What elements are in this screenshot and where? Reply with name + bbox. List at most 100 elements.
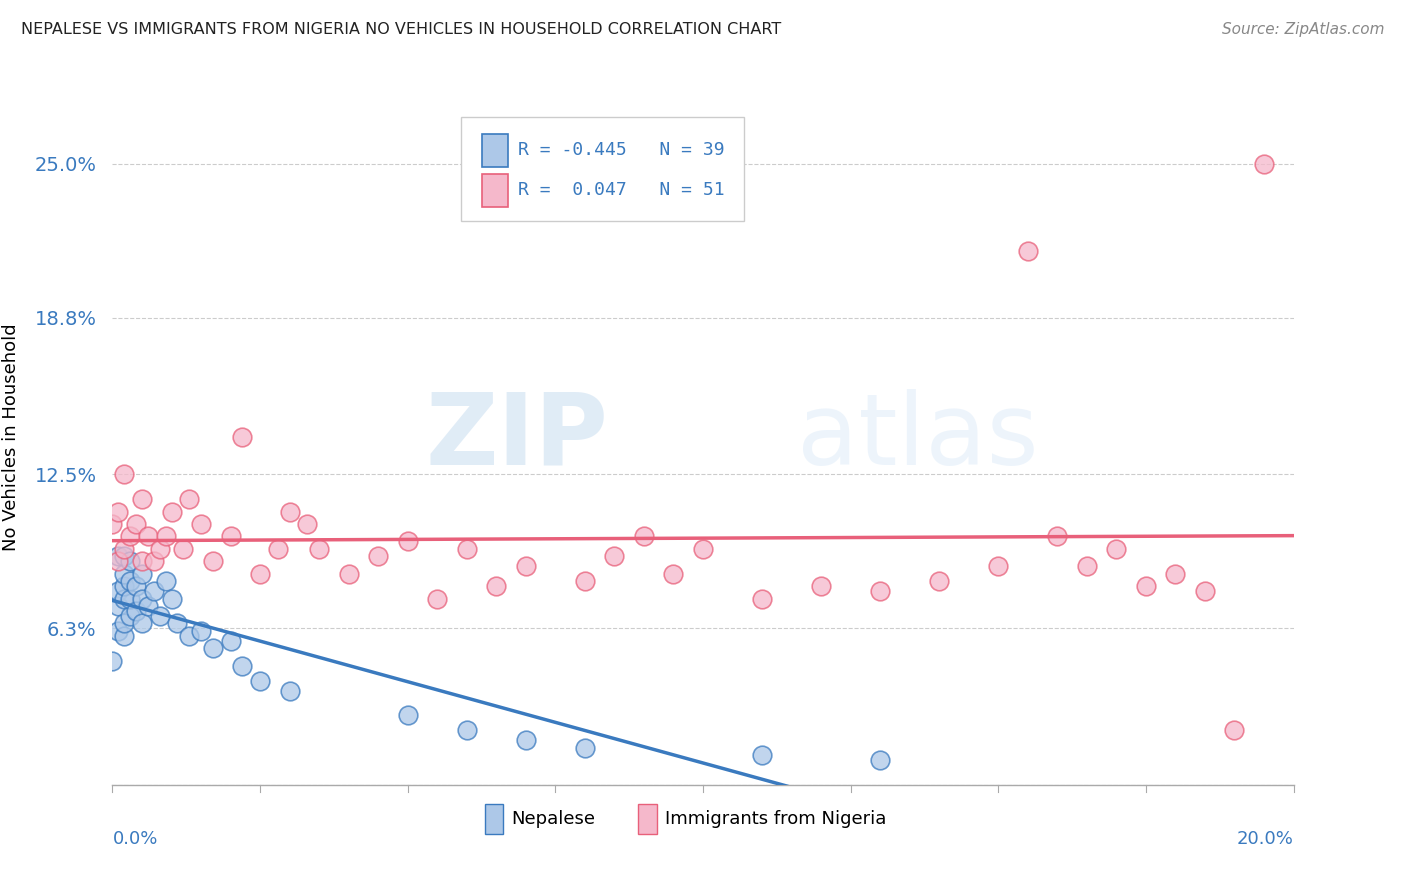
Point	[190, 516, 212, 531]
Text: R = -0.445   N = 39: R = -0.445 N = 39	[517, 141, 724, 159]
Point	[131, 566, 153, 581]
Point	[278, 683, 301, 698]
Point	[120, 591, 142, 606]
Point	[179, 629, 201, 643]
Text: NEPALESE VS IMMIGRANTS FROM NIGERIA NO VEHICLES IN HOUSEHOLD CORRELATION CHART: NEPALESE VS IMMIGRANTS FROM NIGERIA NO V…	[21, 22, 782, 37]
Point	[751, 591, 773, 606]
Point	[136, 529, 159, 543]
Point	[125, 516, 148, 531]
Point	[172, 541, 194, 556]
Point	[160, 505, 183, 519]
Point	[112, 467, 135, 482]
Point	[367, 549, 389, 564]
Text: Immigrants from Nigeria: Immigrants from Nigeria	[665, 810, 887, 828]
Point	[297, 516, 319, 531]
Point	[190, 624, 212, 638]
Point	[125, 579, 148, 593]
Point	[149, 609, 172, 624]
Point	[426, 591, 449, 606]
Text: atlas: atlas	[797, 389, 1039, 485]
FancyBboxPatch shape	[461, 117, 744, 221]
Point	[987, 559, 1010, 574]
Point	[267, 541, 290, 556]
Point	[751, 748, 773, 763]
Text: 20.0%: 20.0%	[1237, 830, 1294, 848]
Point	[131, 616, 153, 631]
Point	[603, 549, 626, 564]
Point	[112, 566, 135, 581]
Point	[515, 733, 537, 747]
Point	[1164, 566, 1187, 581]
Point	[810, 579, 832, 593]
Point	[131, 554, 153, 568]
Point	[155, 529, 177, 543]
Point	[633, 529, 655, 543]
Point	[278, 505, 301, 519]
Point	[574, 740, 596, 755]
Point	[160, 591, 183, 606]
Point	[249, 673, 271, 688]
Point	[485, 579, 508, 593]
Point	[869, 753, 891, 767]
Point	[574, 574, 596, 589]
Point	[249, 566, 271, 581]
Point	[107, 554, 129, 568]
Point	[101, 516, 124, 531]
Point	[396, 534, 419, 549]
Point	[1105, 541, 1128, 556]
Text: R =  0.047   N = 51: R = 0.047 N = 51	[517, 181, 724, 199]
Point	[1017, 244, 1039, 258]
Point	[231, 658, 253, 673]
Point	[166, 616, 188, 631]
Point	[662, 566, 685, 581]
Point	[201, 554, 224, 568]
Point	[1223, 723, 1246, 738]
Point	[456, 541, 478, 556]
Point	[142, 554, 165, 568]
Point	[179, 492, 201, 507]
Point	[125, 604, 148, 618]
Point	[308, 541, 330, 556]
Point	[219, 529, 242, 543]
Bar	[638, 805, 657, 834]
Point	[120, 554, 142, 568]
Point	[107, 584, 129, 599]
Point	[155, 574, 177, 589]
Text: 0.0%: 0.0%	[112, 830, 157, 848]
Point	[869, 584, 891, 599]
Point	[107, 599, 129, 613]
Point	[692, 541, 714, 556]
Y-axis label: No Vehicles in Household: No Vehicles in Household	[3, 323, 21, 551]
Point	[120, 529, 142, 543]
Point	[112, 541, 135, 556]
Point	[131, 492, 153, 507]
Point	[112, 549, 135, 564]
Point	[1076, 559, 1098, 574]
Point	[112, 616, 135, 631]
Point	[231, 430, 253, 444]
Point	[337, 566, 360, 581]
Point	[107, 549, 129, 564]
Point	[131, 591, 153, 606]
Point	[120, 609, 142, 624]
Point	[107, 624, 129, 638]
Bar	[485, 805, 503, 834]
Point	[1253, 157, 1275, 171]
Point	[112, 579, 135, 593]
Point	[1135, 579, 1157, 593]
Point	[107, 505, 129, 519]
Bar	[482, 174, 508, 208]
Point	[1046, 529, 1069, 543]
Point	[101, 654, 124, 668]
Point	[112, 629, 135, 643]
Point	[515, 559, 537, 574]
Point	[112, 591, 135, 606]
Point	[120, 574, 142, 589]
Point	[396, 708, 419, 723]
Text: Source: ZipAtlas.com: Source: ZipAtlas.com	[1222, 22, 1385, 37]
Point	[219, 633, 242, 648]
Point	[142, 584, 165, 599]
Bar	[482, 134, 508, 167]
Point	[136, 599, 159, 613]
Text: Nepalese: Nepalese	[512, 810, 596, 828]
